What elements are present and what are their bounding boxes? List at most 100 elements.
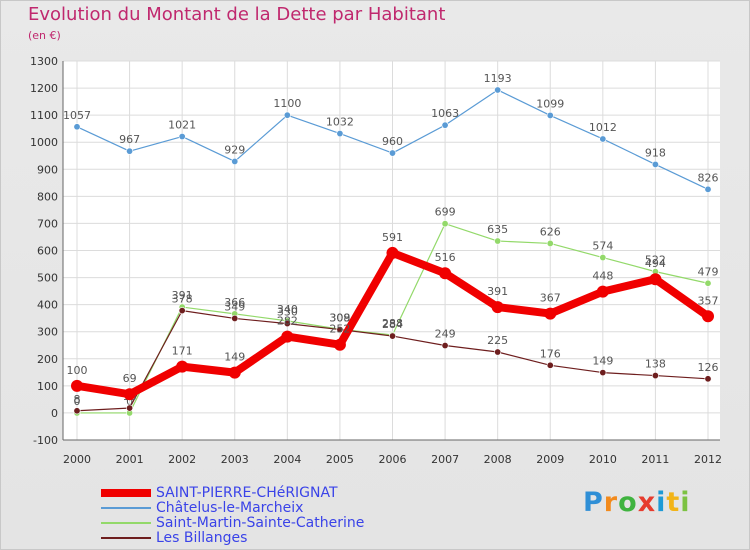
logo-letter: i bbox=[680, 487, 691, 518]
y-tick-label: 0 bbox=[51, 407, 58, 420]
data-label: 1032 bbox=[326, 116, 354, 129]
data-point bbox=[704, 185, 712, 193]
y-tick-label: 500 bbox=[37, 272, 58, 285]
data-label: 252 bbox=[329, 323, 350, 336]
legend-label: Châtelus-le-Marcheix bbox=[156, 500, 304, 516]
data-label: 149 bbox=[224, 351, 245, 364]
data-point bbox=[281, 330, 294, 343]
data-label: 126 bbox=[698, 361, 719, 374]
chart-legend: SAINT-PIERRE-CHéRIGNAT Châtelus-le-March… bbox=[101, 486, 461, 546]
data-label: 1099 bbox=[536, 97, 564, 110]
data-label: 929 bbox=[224, 143, 245, 156]
data-point bbox=[494, 86, 502, 94]
data-label: 367 bbox=[540, 292, 561, 305]
data-point bbox=[494, 348, 502, 356]
data-point bbox=[491, 301, 504, 314]
x-tick-label: 2000 bbox=[63, 453, 91, 466]
x-tick-label: 2002 bbox=[168, 453, 196, 466]
data-point bbox=[126, 147, 134, 155]
data-point bbox=[546, 239, 554, 247]
chart-title: Evolution du Montant de la Dette par Hab… bbox=[28, 4, 446, 25]
data-point bbox=[228, 366, 241, 379]
y-tick-label: 200 bbox=[37, 353, 58, 366]
data-label: 340 bbox=[277, 303, 298, 316]
logo-letter: P bbox=[583, 487, 604, 518]
data-label: 699 bbox=[435, 206, 456, 219]
data-label: 0 bbox=[126, 395, 133, 408]
data-label: 494 bbox=[645, 257, 666, 270]
data-point bbox=[388, 149, 396, 157]
data-point bbox=[336, 130, 344, 138]
data-point bbox=[599, 369, 607, 377]
x-tick-label: 2009 bbox=[536, 453, 564, 466]
data-label: 479 bbox=[698, 265, 719, 278]
data-label: 448 bbox=[592, 270, 613, 283]
series-saint-martin-sainte-catherine: 0 0 391 366 340 309 288 699 635 626 574 522 479 bbox=[74, 206, 719, 417]
data-label: 149 bbox=[592, 355, 613, 368]
logo-letter: r bbox=[603, 487, 619, 518]
x-tick-label: 2007 bbox=[431, 453, 459, 466]
data-label: 249 bbox=[435, 328, 456, 341]
y-tick-label: 700 bbox=[37, 217, 58, 230]
data-label: 1100 bbox=[273, 97, 301, 110]
data-label: 967 bbox=[119, 133, 140, 146]
data-label: 176 bbox=[540, 347, 561, 360]
data-point bbox=[704, 279, 712, 287]
x-tick-label: 2012 bbox=[694, 453, 722, 466]
data-label: 282 bbox=[277, 315, 298, 328]
series-ch-telus-le-marcheix: 1057 967 1021 929 1100 1032 960 1063 1193 1099 101… bbox=[63, 72, 719, 193]
y-tick-label: 1300 bbox=[30, 55, 58, 68]
data-label: 591 bbox=[382, 231, 403, 244]
y-tick-label: 100 bbox=[37, 380, 58, 393]
data-point bbox=[596, 285, 609, 298]
data-label: 100 bbox=[67, 364, 88, 377]
data-point bbox=[441, 121, 449, 129]
data-point bbox=[704, 375, 712, 383]
y-tick-label: 800 bbox=[37, 190, 58, 203]
data-point bbox=[494, 237, 502, 245]
data-label: 378 bbox=[172, 293, 193, 306]
data-label: 522 bbox=[645, 254, 666, 267]
legend-label: Saint-Martin-Sainte-Catherine bbox=[156, 515, 365, 531]
y-tick-label: 300 bbox=[37, 326, 58, 339]
data-label: 288 bbox=[382, 317, 403, 330]
data-point bbox=[439, 267, 452, 280]
legend-swatch bbox=[101, 507, 151, 509]
y-tick-label: 1100 bbox=[30, 109, 58, 122]
legend-item-saint-martin: Saint-Martin-Sainte-Catherine bbox=[101, 516, 461, 531]
data-point bbox=[441, 220, 449, 228]
data-point bbox=[546, 111, 554, 119]
data-point bbox=[388, 332, 396, 340]
data-label: 1063 bbox=[431, 107, 459, 120]
series-saint-pierre-ch-rignat: 100 69 171 149 282 252 591 516 391 367 448 494 357 bbox=[67, 231, 719, 401]
data-label: 1057 bbox=[63, 109, 91, 122]
data-point bbox=[178, 133, 186, 141]
y-tick-label: 900 bbox=[37, 163, 58, 176]
data-label: 635 bbox=[487, 223, 508, 236]
data-label: 8 bbox=[74, 393, 81, 406]
data-point bbox=[231, 314, 239, 322]
data-point bbox=[651, 372, 659, 380]
x-tick-label: 2008 bbox=[484, 453, 512, 466]
data-label: 918 bbox=[645, 146, 666, 159]
data-point bbox=[544, 307, 557, 320]
proxiti-logo: Proxiti bbox=[583, 487, 691, 518]
data-label: 308 bbox=[329, 312, 350, 325]
legend-swatch bbox=[101, 522, 151, 524]
data-label: 391 bbox=[172, 289, 193, 302]
data-label: 357 bbox=[698, 294, 719, 307]
data-label: 626 bbox=[540, 225, 561, 238]
data-point bbox=[649, 273, 662, 286]
data-point bbox=[283, 111, 291, 119]
legend-label: Les Billanges bbox=[156, 530, 248, 546]
data-point bbox=[386, 246, 399, 259]
data-label: 69 bbox=[123, 372, 137, 385]
data-label: 574 bbox=[592, 240, 613, 253]
data-point bbox=[283, 320, 291, 328]
y-tick-label: 600 bbox=[37, 245, 58, 258]
legend-item-chatelus: Châtelus-le-Marcheix bbox=[101, 501, 461, 516]
x-tick-label: 2011 bbox=[641, 453, 669, 466]
data-label: 309 bbox=[329, 311, 350, 324]
